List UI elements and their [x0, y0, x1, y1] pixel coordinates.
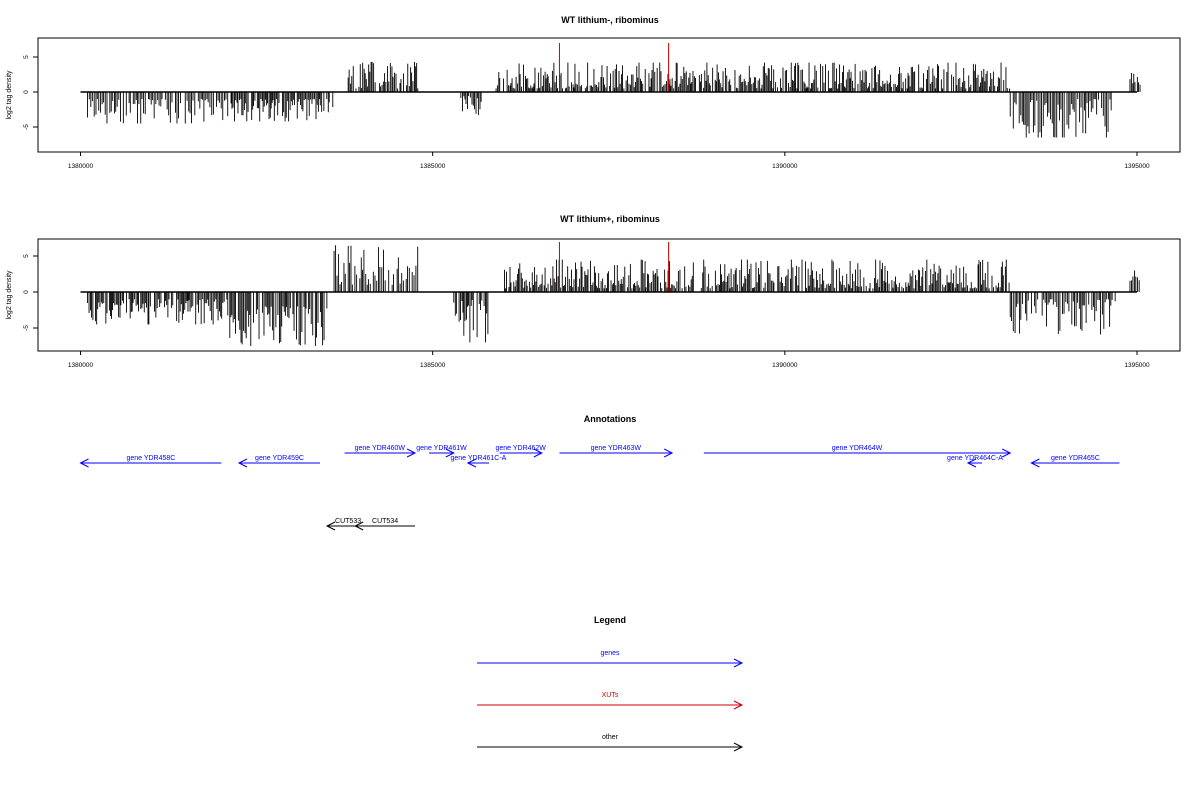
gene-arrow	[79, 458, 222, 468]
gene-arrow	[703, 448, 1012, 458]
panel-lithium-minus: WT lithium-, ribominus log2 tag density …	[6, 15, 1181, 170]
legend: Legend genes XUTs other	[477, 615, 744, 752]
legend-item-label: other	[602, 734, 619, 741]
gene-label: gene YDR461C-A	[450, 455, 506, 462]
annotations-title: Annotations	[584, 414, 637, 424]
gene-label: gene YDR464C-A	[947, 455, 1003, 462]
cut-arrow	[354, 521, 416, 531]
panel-2-axes: -5 0 5 1380000 1385000 1390000 1395000	[23, 254, 1150, 369]
cut-label: CUT534	[372, 518, 398, 525]
y-tick-label: -5	[23, 325, 30, 331]
gene-label: gene YDR461W	[416, 445, 467, 452]
x-tick-label: 1385000	[420, 362, 446, 369]
panel-1-title: WT lithium-, ribominus	[561, 15, 659, 25]
legend-item-label: XUTs	[602, 692, 619, 699]
panel-lithium-plus: WT lithium+, ribominus log2 tag density …	[6, 214, 1181, 369]
panel-2-frame	[37, 238, 1181, 352]
gene-label: gene YDR464W	[832, 445, 883, 452]
panel-2-title: WT lithium+, ribominus	[560, 214, 660, 224]
panel-1-bars	[87, 43, 1141, 138]
panel-1-frame	[37, 37, 1181, 153]
gene-arrow	[429, 448, 455, 458]
gene-arrow	[1030, 458, 1120, 468]
y-tick-label: 5	[23, 254, 30, 258]
gene-features: gene YDR458C gene YDR459C gene YDR460W gene…	[79, 445, 1120, 468]
legend-arrow	[477, 700, 744, 710]
y-tick-label: -5	[23, 124, 30, 130]
gene-arrow	[344, 448, 417, 458]
x-tick-label: 1390000	[772, 163, 798, 170]
legend-item-label: genes	[600, 650, 620, 657]
y-tick-label: 0	[23, 90, 30, 94]
panel-2-bars	[87, 242, 1140, 346]
y-tick-label: 0	[23, 290, 30, 294]
x-tick-label: 1395000	[1124, 163, 1150, 170]
gene-arrow	[499, 448, 543, 458]
x-tick-label: 1390000	[772, 362, 798, 369]
legend-arrow	[477, 658, 744, 668]
legend-arrow	[477, 742, 744, 752]
cut-label: CUT533	[335, 518, 361, 525]
legend-items: genes XUTs other	[477, 650, 744, 752]
panel-1-axes: -5 0 5 1380000 1385000 1390000 1395000	[23, 55, 1150, 170]
annotations-track: Annotations gene YDR458C gene YDR459Cgene…	[79, 414, 1120, 531]
x-tick-label: 1380000	[68, 163, 94, 170]
gene-label: gene YDR463W	[591, 445, 642, 452]
gene-arrow	[966, 458, 983, 468]
gene-arrow	[559, 448, 674, 458]
legend-title: Legend	[594, 615, 626, 625]
y-tick-label: 5	[23, 55, 30, 59]
other-features: CUT533 CUT534	[325, 518, 416, 531]
x-tick-label: 1380000	[68, 362, 94, 369]
gene-label: gene YDR458C	[126, 455, 175, 462]
x-tick-label: 1395000	[1124, 362, 1150, 369]
panel-1-y-axis-label: log2 tag density	[6, 70, 13, 120]
gene-label: gene YDR465C	[1051, 455, 1100, 462]
gene-label: gene YDR462W	[495, 445, 546, 452]
x-tick-label: 1385000	[420, 163, 446, 170]
gene-label: gene YDR459C	[255, 455, 304, 462]
panel-2-y-axis-label: log2 tag density	[6, 270, 13, 320]
gene-arrow	[237, 458, 320, 468]
gene-label: gene YDR460W	[355, 445, 406, 452]
gene-arrow	[466, 458, 490, 468]
